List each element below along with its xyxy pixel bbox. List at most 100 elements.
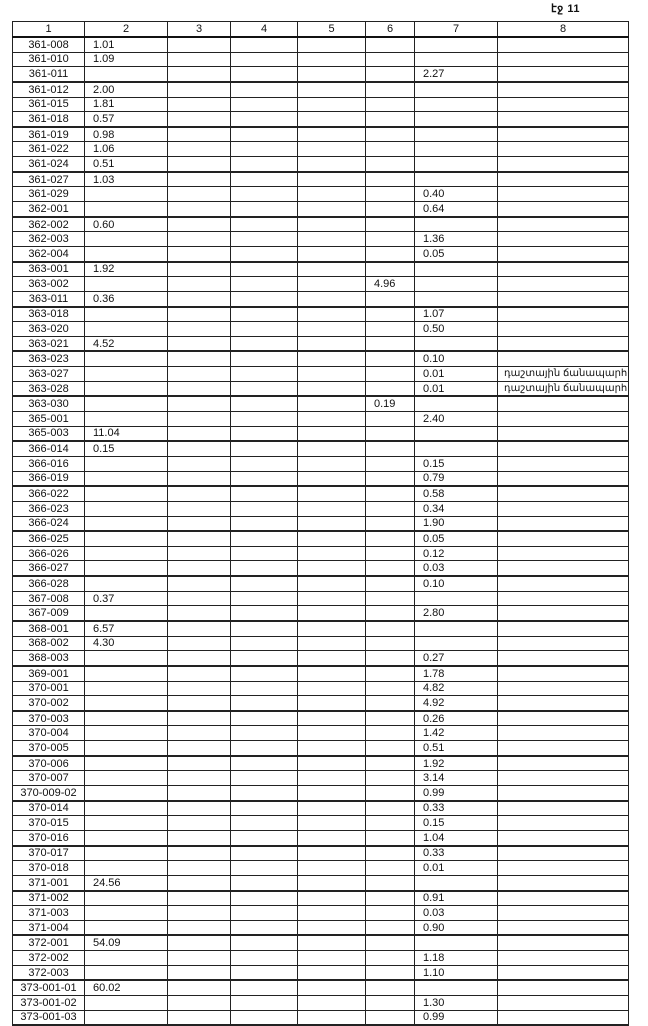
value-cell-col-6 <box>365 66 415 83</box>
value-cell-col-8 <box>497 216 629 233</box>
table-row: 366-019 0.79 <box>12 470 629 488</box>
value-cell-col-4 <box>230 575 298 592</box>
value-cell-col-5 <box>297 335 366 353</box>
column-header-4: 4 <box>230 21 298 38</box>
table-row: 370-004 1.42 <box>12 725 629 742</box>
value-cell-col-8 <box>497 261 629 278</box>
value-cell-col-8 <box>497 51 629 68</box>
value-cell-col-2 <box>84 665 168 682</box>
value-cell-col-4 <box>230 141 298 158</box>
value-cell-col-3 <box>167 710 231 727</box>
value-cell-col-2 <box>84 411 168 427</box>
value-cell-col-7 <box>414 440 498 457</box>
value-cell-col-4 <box>230 515 298 533</box>
parcel-code-cell: 370-016 <box>12 829 85 847</box>
value-cell-col-5 <box>297 829 366 847</box>
value-cell-col-7 <box>414 290 498 308</box>
value-cell-col-4 <box>230 350 298 368</box>
value-cell-col-4 <box>230 590 298 607</box>
parcel-code-cell: 366-019 <box>12 470 85 488</box>
value-cell-col-3 <box>167 934 231 952</box>
value-cell-col-2 <box>84 380 168 398</box>
value-cell-col-3 <box>167 411 231 427</box>
value-cell-col-2 <box>84 725 168 742</box>
table-row: 370-018 0.01 <box>12 860 629 876</box>
table-row: 370-007 3.14 <box>12 770 629 787</box>
value-cell-col-4 <box>230 725 298 742</box>
value-cell-col-5 <box>297 470 366 488</box>
value-cell-col-2 <box>84 800 168 817</box>
value-cell-col-5 <box>297 141 366 158</box>
value-cell-col-2: 54.09 <box>84 934 168 952</box>
value-cell-col-5 <box>297 874 366 892</box>
value-cell-col-7 <box>414 335 498 353</box>
value-cell-col-5 <box>297 306 366 323</box>
value-cell-col-6 <box>365 425 415 443</box>
value-cell-col-4 <box>230 950 298 966</box>
value-cell-col-4 <box>230 874 298 892</box>
value-cell-col-6 <box>365 710 415 727</box>
value-cell-col-6 <box>365 350 415 368</box>
value-cell-col-8 <box>497 276 629 292</box>
parcel-code-cell: 362-001 <box>12 201 85 218</box>
value-cell-col-3 <box>167 874 231 892</box>
value-cell-col-7: 0.99 <box>414 1009 498 1026</box>
value-cell-col-8 <box>497 470 629 488</box>
value-cell-col-2: 0.60 <box>84 216 168 233</box>
column-header-3: 3 <box>167 21 231 38</box>
value-cell-col-4 <box>230 290 298 308</box>
value-cell-col-7 <box>414 216 498 233</box>
value-cell-col-8 <box>497 874 629 892</box>
value-cell-col-8 <box>497 156 629 173</box>
parcel-code-cell: 370-005 <box>12 740 85 757</box>
column-header-5: 5 <box>297 21 366 38</box>
value-cell-col-3 <box>167 919 231 937</box>
value-cell-col-6 <box>365 800 415 817</box>
parcel-code-cell: 363-028 <box>12 380 85 398</box>
table-row: 363-030 0.19 <box>12 395 629 413</box>
value-cell-col-7 <box>414 395 498 413</box>
parcel-code-cell: 366-026 <box>12 545 85 562</box>
value-cell-col-7: 0.90 <box>414 919 498 937</box>
value-cell-col-6 <box>365 171 415 188</box>
value-cell-col-2 <box>84 695 168 712</box>
value-cell-col-2 <box>84 485 168 502</box>
value-cell-col-2 <box>84 515 168 533</box>
parcel-code-cell: 370-017 <box>12 845 85 862</box>
value-cell-col-7: 0.34 <box>414 500 498 517</box>
table-row: 361-011 2.27 <box>12 66 629 83</box>
value-cell-col-4 <box>230 650 298 667</box>
value-cell-col-4 <box>230 964 298 982</box>
parcel-code-cell: 367-008 <box>12 590 85 607</box>
value-cell-col-3 <box>167 500 231 517</box>
value-cell-col-8 <box>497 411 629 427</box>
value-cell-col-3 <box>167 620 231 637</box>
value-cell-col-7: 0.27 <box>414 650 498 667</box>
value-cell-col-2: 24.56 <box>84 874 168 892</box>
parcel-code-cell: 368-001 <box>12 620 85 637</box>
value-cell-col-5 <box>297 695 366 712</box>
parcel-code-cell: 366-027 <box>12 560 85 578</box>
table-row: 366-024 1.90 <box>12 515 629 533</box>
value-cell-col-3 <box>167 245 231 263</box>
value-cell-col-2 <box>84 680 168 697</box>
table-row: 372-003 1.10 <box>12 964 629 982</box>
value-cell-col-3 <box>167 800 231 817</box>
value-cell-col-6 <box>365 141 415 158</box>
value-cell-col-3 <box>167 905 231 921</box>
parcel-code-cell: 362-004 <box>12 245 85 263</box>
value-cell-col-8 <box>497 635 629 652</box>
value-cell-col-2: 2.00 <box>84 81 168 98</box>
value-cell-col-7 <box>414 425 498 443</box>
parcel-code-cell: 370-014 <box>12 800 85 817</box>
column-header-1: 1 <box>12 21 85 38</box>
value-cell-col-4 <box>230 485 298 502</box>
value-cell-col-5 <box>297 261 366 278</box>
value-cell-col-2 <box>84 201 168 218</box>
value-cell-col-6 <box>365 201 415 218</box>
value-cell-col-3 <box>167 680 231 697</box>
value-cell-col-2 <box>84 770 168 787</box>
value-cell-col-2 <box>84 66 168 83</box>
value-cell-col-6 <box>365 680 415 697</box>
